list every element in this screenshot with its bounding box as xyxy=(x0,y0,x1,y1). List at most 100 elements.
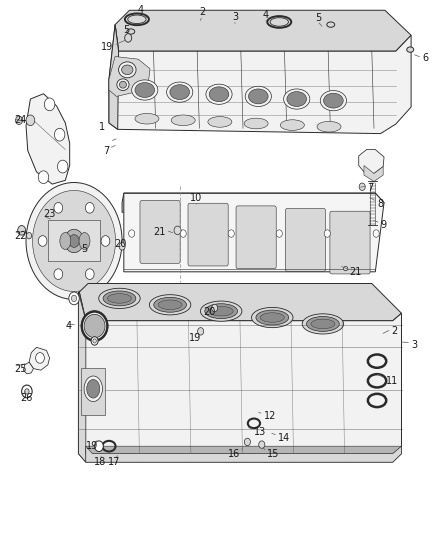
Text: 5: 5 xyxy=(123,25,129,35)
Circle shape xyxy=(57,160,68,173)
Polygon shape xyxy=(122,193,384,212)
Circle shape xyxy=(276,230,283,237)
Text: 24: 24 xyxy=(14,115,26,125)
Ellipse shape xyxy=(135,83,155,98)
Circle shape xyxy=(32,190,116,292)
Polygon shape xyxy=(86,446,402,462)
Circle shape xyxy=(101,236,110,246)
Circle shape xyxy=(54,128,65,141)
Ellipse shape xyxy=(260,313,284,322)
Ellipse shape xyxy=(343,266,348,271)
Text: 10: 10 xyxy=(190,193,202,204)
Text: 14: 14 xyxy=(278,433,290,443)
Polygon shape xyxy=(109,56,150,96)
Text: 23: 23 xyxy=(43,209,56,220)
Ellipse shape xyxy=(60,232,71,249)
Ellipse shape xyxy=(149,295,191,315)
Polygon shape xyxy=(359,150,384,173)
Polygon shape xyxy=(29,348,49,370)
Circle shape xyxy=(38,171,49,183)
Text: 5: 5 xyxy=(315,13,321,23)
Circle shape xyxy=(44,98,55,111)
Circle shape xyxy=(26,232,32,239)
Text: 7: 7 xyxy=(103,146,109,156)
Circle shape xyxy=(212,304,218,312)
Circle shape xyxy=(198,328,204,335)
Text: 5: 5 xyxy=(81,245,88,254)
Ellipse shape xyxy=(158,300,182,310)
Ellipse shape xyxy=(120,81,127,88)
Circle shape xyxy=(180,230,186,237)
Text: 4: 4 xyxy=(138,5,144,15)
Text: 19: 19 xyxy=(101,43,113,52)
Circle shape xyxy=(69,292,79,305)
Ellipse shape xyxy=(79,232,90,249)
Ellipse shape xyxy=(324,93,343,108)
Ellipse shape xyxy=(84,314,105,338)
FancyBboxPatch shape xyxy=(286,208,325,271)
Circle shape xyxy=(54,269,63,279)
Text: 21: 21 xyxy=(153,227,166,237)
Ellipse shape xyxy=(320,91,346,111)
Text: 22: 22 xyxy=(14,231,26,241)
FancyBboxPatch shape xyxy=(330,211,370,274)
Ellipse shape xyxy=(209,306,233,316)
Polygon shape xyxy=(115,10,411,51)
Polygon shape xyxy=(26,94,70,184)
Polygon shape xyxy=(124,193,384,272)
Circle shape xyxy=(244,438,251,446)
Ellipse shape xyxy=(256,310,289,325)
Ellipse shape xyxy=(135,114,159,124)
Ellipse shape xyxy=(119,62,136,78)
Text: 9: 9 xyxy=(381,220,387,230)
Circle shape xyxy=(119,243,125,250)
Ellipse shape xyxy=(103,291,136,306)
Ellipse shape xyxy=(127,29,135,34)
FancyBboxPatch shape xyxy=(236,206,276,269)
Text: 19: 19 xyxy=(189,333,201,343)
Circle shape xyxy=(18,225,25,235)
Ellipse shape xyxy=(284,89,310,109)
Circle shape xyxy=(64,229,84,253)
Ellipse shape xyxy=(122,65,133,75)
Ellipse shape xyxy=(280,120,304,131)
Circle shape xyxy=(93,339,96,343)
Ellipse shape xyxy=(170,85,190,100)
Text: 11: 11 xyxy=(386,376,398,386)
Text: 13: 13 xyxy=(254,427,266,438)
Ellipse shape xyxy=(208,117,232,127)
Text: 18: 18 xyxy=(94,457,106,466)
Circle shape xyxy=(26,115,35,126)
Ellipse shape xyxy=(81,311,108,342)
Ellipse shape xyxy=(287,92,307,107)
Circle shape xyxy=(54,203,63,213)
Ellipse shape xyxy=(205,304,237,319)
Ellipse shape xyxy=(248,89,268,104)
Text: 20: 20 xyxy=(203,306,215,317)
Circle shape xyxy=(85,203,94,213)
Circle shape xyxy=(95,441,103,451)
Text: 7: 7 xyxy=(367,183,374,193)
Circle shape xyxy=(25,389,29,394)
Polygon shape xyxy=(78,292,86,462)
Circle shape xyxy=(324,230,330,237)
FancyBboxPatch shape xyxy=(140,200,180,263)
Circle shape xyxy=(15,116,22,125)
Text: 20: 20 xyxy=(115,239,127,249)
Circle shape xyxy=(35,353,44,364)
Polygon shape xyxy=(109,25,119,130)
Ellipse shape xyxy=(132,80,158,100)
Circle shape xyxy=(359,183,365,190)
Circle shape xyxy=(85,269,94,279)
Circle shape xyxy=(259,441,265,448)
Ellipse shape xyxy=(171,115,195,126)
Ellipse shape xyxy=(251,308,293,328)
Text: 12: 12 xyxy=(264,411,276,422)
Circle shape xyxy=(228,230,234,237)
Ellipse shape xyxy=(311,319,335,329)
Text: 21: 21 xyxy=(349,267,361,277)
Polygon shape xyxy=(48,220,100,261)
Ellipse shape xyxy=(407,47,414,52)
Ellipse shape xyxy=(327,22,335,27)
Ellipse shape xyxy=(245,86,272,107)
